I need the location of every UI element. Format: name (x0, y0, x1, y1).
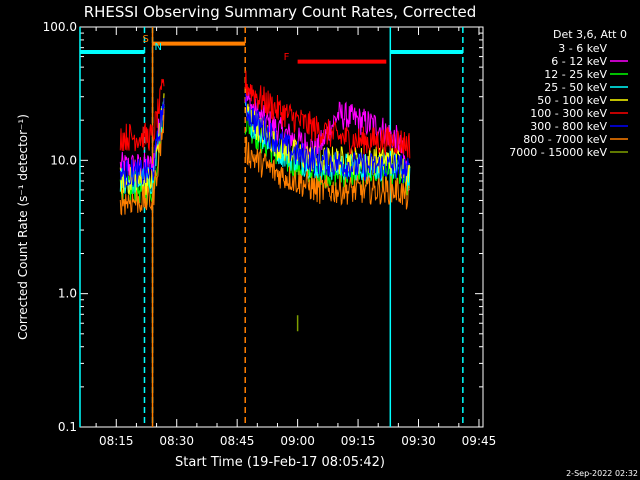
x-axis-label: Start Time (19-Feb-17 08:05:42) (175, 455, 385, 470)
annotation-label: F (284, 52, 290, 63)
series-line (119, 70, 411, 159)
y-axis-label: Corrected Count Rate (s⁻¹ detector⁻¹) (16, 114, 30, 340)
footer-date: 2-Sep-2022 02:32 (566, 469, 638, 478)
legend-label: 800 - 7000 keV (523, 133, 607, 146)
chart-title: RHESSI Observing Summary Count Rates, Co… (84, 3, 477, 21)
annotation-label: N (155, 42, 162, 53)
legend-label: 12 - 25 keV (544, 68, 607, 81)
legend-title: Det 3,6, Att 0 (553, 28, 627, 41)
legend-label: 7000 - 15000 keV (509, 146, 607, 159)
legend-label: 25 - 50 keV (544, 81, 607, 94)
annotation-group: SN F (143, 34, 290, 63)
y-tick-label: 1.0 (58, 287, 77, 301)
legend-label: 100 - 300 keV (530, 107, 607, 120)
legend-label: 6 - 12 keV (551, 55, 607, 68)
x-axis: 08:15 08:30 08:45 09:00 09:15 09:30 09:45 (95, 27, 497, 448)
x-tick-label: 08:45 (220, 434, 255, 448)
legend-label: 3 - 6 keV (558, 42, 607, 55)
legend-label: 50 - 100 keV (537, 94, 607, 107)
observing-bars (80, 41, 463, 64)
y-axis: 0.1 1.0 10.0 100.0 (43, 20, 483, 434)
series-group (119, 70, 411, 332)
x-tick-label: 09:30 (401, 434, 436, 448)
x-tick-label: 09:00 (280, 434, 315, 448)
x-tick-label: 08:15 (99, 434, 134, 448)
x-tick-label: 08:30 (159, 434, 194, 448)
plot-area: 0.1 1.0 10.0 100.0 08:15 08:30 08:45 09:00 09:1… (43, 20, 497, 448)
series-line (119, 93, 411, 188)
x-tick-label: 09:45 (462, 434, 497, 448)
plot-frame (79, 26, 484, 428)
series-line (119, 108, 410, 216)
vertical-markers (79, 27, 464, 427)
legend-label: 300 - 800 keV (530, 120, 607, 133)
y-tick-label: 0.1 (58, 420, 77, 434)
annotation-label: S (143, 34, 149, 45)
y-tick-label: 100.0 (43, 20, 77, 34)
y-tick-label: 10.0 (50, 153, 77, 167)
x-tick-label: 09:15 (341, 434, 376, 448)
